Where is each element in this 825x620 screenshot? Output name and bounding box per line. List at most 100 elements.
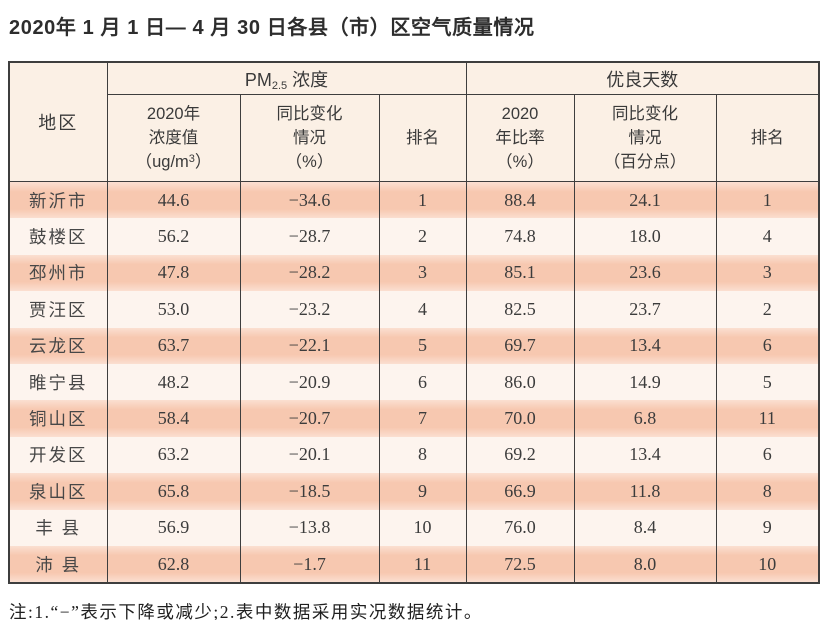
good-change-cell: 24.1 <box>573 181 717 219</box>
good-change-cell: 6.8 <box>573 400 717 437</box>
good-change-cell: 13.4 <box>573 327 717 364</box>
unit-prefix: （ug/m <box>135 153 189 172</box>
col-header-pm-rank: 排名 <box>378 94 467 182</box>
air-quality-table: 地区 PM2.5 浓度 优良天数 2020年 浓度值 （ug/m3） 同比变化 情… <box>8 61 821 585</box>
good-rate-line1: 2020 <box>501 104 539 123</box>
header-sub-row: 2020年 浓度值 （ug/m3） 同比变化 情况 （%） 排名 2020 年比… <box>9 94 820 182</box>
good-rate-cell: 82.5 <box>465 291 575 328</box>
table-row: 云龙区 63.7 −22.1 5 69.7 13.4 6 <box>8 327 820 364</box>
pm-value-cell: 63.2 <box>106 436 241 474</box>
pm-value-cell: 58.4 <box>106 400 241 437</box>
good-change-cell: 23.7 <box>573 291 717 328</box>
col-header-good-rank: 排名 <box>715 94 820 182</box>
col-header-pm-value: 2020年 浓度值 （ug/m3） <box>106 94 241 182</box>
pm-change-cell: −1.7 <box>239 545 380 584</box>
pm-change-cell: −20.1 <box>239 436 380 474</box>
good-rank-cell: 5 <box>715 363 820 401</box>
pm-change-cell: −20.7 <box>239 400 380 437</box>
good-change-cell: 18.0 <box>573 218 717 255</box>
good-rate-cell: 72.5 <box>465 545 575 584</box>
footnote: 注:1.“−”表示下降或减少;2.表中数据采用实况数据统计。 <box>9 602 483 620</box>
good-change-cell: 13.4 <box>573 436 717 474</box>
good-rank-cell: 6 <box>715 327 820 364</box>
table-row: 新沂市 44.6 −34.6 1 88.4 24.1 1 <box>8 181 820 219</box>
pm-rank-cell: 1 <box>378 181 467 219</box>
good-change-cell: 8.0 <box>573 545 717 584</box>
region-cell: 云龙区 <box>8 327 108 364</box>
region-cell: 鼓楼区 <box>8 218 108 255</box>
good-change-cell: 14.9 <box>573 363 717 401</box>
table-row: 泉山区 65.8 −18.5 9 66.9 11.8 8 <box>8 473 820 510</box>
pm-rank-cell: 4 <box>378 291 467 328</box>
pm-change-cell: −34.6 <box>239 181 380 219</box>
pm-rank-cell: 6 <box>378 363 467 401</box>
good-rate-cell: 88.4 <box>465 181 575 219</box>
pm-value-cell: 56.9 <box>106 509 241 546</box>
table-row: 贾汪区 53.0 −23.2 4 82.5 23.7 2 <box>8 291 820 328</box>
good-rank-cell: 11 <box>715 400 820 437</box>
good-rank-cell: 1 <box>715 181 820 219</box>
table-row: 铜山区 58.4 −20.7 7 70.0 6.8 11 <box>8 400 820 437</box>
table-header: 地区 PM2.5 浓度 优良天数 2020年 浓度值 （ug/m3） 同比变化 情… <box>8 62 820 182</box>
good-rate-cell: 74.8 <box>465 218 575 255</box>
col-header-region: 地区 <box>8 62 108 182</box>
good-change-cell: 23.6 <box>573 254 717 292</box>
good-rate-cell: 85.1 <box>465 254 575 292</box>
col-group-pm25: PM2.5 浓度 <box>106 62 467 95</box>
region-cell: 邳州市 <box>8 254 108 292</box>
good-rate-cell: 86.0 <box>465 363 575 401</box>
table-row: 睢宁县 48.2 −20.9 6 86.0 14.9 5 <box>8 363 820 401</box>
pm-change-cell: −28.7 <box>239 218 380 255</box>
col-header-good-change: 同比变化 情况 （百分点） <box>573 94 717 182</box>
pm-rank-cell: 3 <box>378 254 467 292</box>
pm-value-cell: 65.8 <box>106 473 241 510</box>
pm-rank-cell: 8 <box>378 436 467 474</box>
good-rank-cell: 10 <box>715 545 820 584</box>
good-rank-cell: 4 <box>715 218 820 255</box>
good-rank-cell: 2 <box>715 291 820 328</box>
pm-rank-cell: 7 <box>378 400 467 437</box>
region-cell: 睢宁县 <box>8 363 108 401</box>
region-cell: 贾汪区 <box>8 291 108 328</box>
good-change-line3: （百分点） <box>603 153 687 172</box>
pm-value-cell: 47.8 <box>106 254 241 292</box>
pm-change-cell: −22.1 <box>239 327 380 364</box>
pm-value-cell: 63.7 <box>106 327 241 364</box>
region-cell: 泉山区 <box>8 473 108 510</box>
pm-rank-cell: 10 <box>378 509 467 546</box>
pm-change-line1: 同比变化 <box>276 104 343 123</box>
pm-change-cell: −18.5 <box>239 473 380 510</box>
good-change-line1: 同比变化 <box>612 104 679 123</box>
col-header-pm-change: 同比变化 情况 （%） <box>239 94 380 182</box>
pm-value-cell: 44.6 <box>106 181 241 219</box>
pm-change-line3: （%） <box>285 153 334 172</box>
good-rate-cell: 76.0 <box>465 509 575 546</box>
table-row: 丰 县 56.9 −13.8 10 76.0 8.4 9 <box>8 509 820 546</box>
pm-value-line3: （ug/m3） <box>108 150 240 174</box>
good-rate-line2: 年比率 <box>495 128 545 147</box>
pm-rank-cell: 5 <box>378 327 467 364</box>
good-change-line2: 情况 <box>628 128 662 147</box>
pm-value-cell: 62.8 <box>106 545 241 584</box>
table-body: 新沂市 44.6 −34.6 1 88.4 24.1 1 鼓楼区 56.2 −28.7 2 74.8 1… <box>8 181 820 584</box>
pm25-suffix: 浓度 <box>292 69 329 90</box>
unit-suffix: ） <box>194 153 212 172</box>
good-rank-cell: 6 <box>715 436 820 474</box>
pm-change-cell: −28.2 <box>239 254 380 292</box>
table-row: 开发区 63.2 −20.1 8 69.2 13.4 6 <box>8 436 820 474</box>
table-row: 沛 县 62.8 −1.7 11 72.5 8.0 10 <box>8 545 820 584</box>
pm25-prefix: PM <box>244 69 272 90</box>
pm-value-cell: 48.2 <box>106 363 241 401</box>
region-cell: 沛 县 <box>8 545 108 584</box>
good-change-cell: 8.4 <box>573 509 717 546</box>
header-group-row: 地区 PM2.5 浓度 优良天数 <box>8 62 820 182</box>
table-row: 鼓楼区 56.2 −28.7 2 74.8 18.0 4 <box>8 218 820 255</box>
good-rate-line3: （%） <box>496 153 544 172</box>
pm-value-line2: 浓度值 <box>148 128 199 147</box>
pm-value-cell: 53.0 <box>106 291 241 328</box>
pm-change-cell: −13.8 <box>239 509 380 546</box>
region-cell: 开发区 <box>8 436 108 474</box>
unit-superscript: 3 <box>188 153 195 166</box>
pm-change-line2: 情况 <box>293 128 326 147</box>
good-rate-cell: 70.0 <box>465 400 575 437</box>
